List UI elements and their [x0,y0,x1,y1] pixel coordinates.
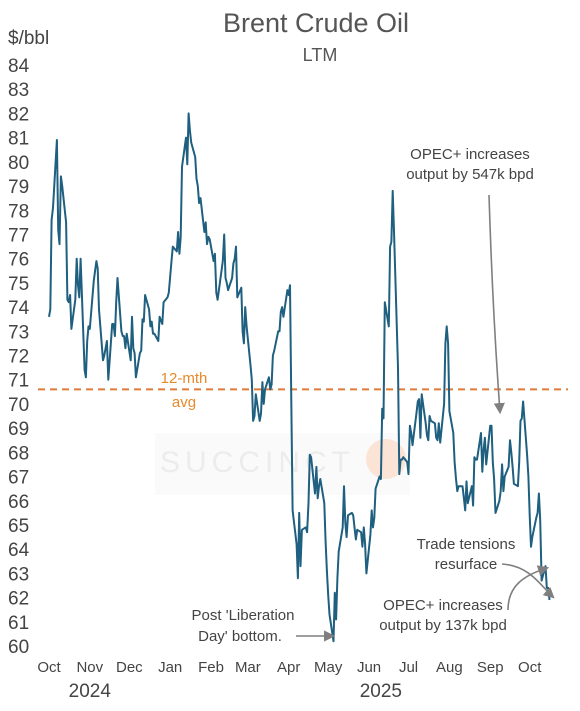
y-tick-60: 60 [8,637,29,658]
x-tick-aug-10: Aug [436,659,463,676]
y-tick-65: 65 [8,516,29,537]
y-tick-64: 64 [8,540,30,561]
annotation-opec-547k-arrow [488,194,505,415]
avg-label-line1: 12-mth [161,370,208,387]
annotation-trade-tensions: Trade tensions resurface [417,536,555,599]
x-tick-mar-5: Mar [235,659,261,676]
x-tick-may-7: May [314,659,343,676]
y-tick-83: 83 [8,80,29,101]
y-tick-82: 82 [8,104,29,125]
annotation-trade-tensions-arrow [501,563,555,599]
annotation-liberation-day: Post 'Liberation Day' bottom. [192,607,336,645]
annotation-opec-547k-line1: OPEC+ increases [410,146,530,163]
y-axis-ticks: 60 61 62 63 64 65 66 67 68 69 70 71 72 73 74 75 76 77 78 79… [8,56,30,658]
annotation-liberation-day-line1: Post 'Liberation [192,607,295,624]
annotation-opec-547k: OPEC+ increases output by 547k bpd [406,146,534,415]
x-tick-jun-8: Jun [357,659,381,676]
x-year-2024: 2024 [69,681,112,702]
reference-line-group: 12-mth avg [38,370,568,411]
x-tick-jan-3: Jan [158,659,182,676]
y-tick-68: 68 [8,443,29,464]
y-tick-78: 78 [8,201,29,222]
x-axis-ticks: Oct Nov Dec Jan Feb Mar Apr May Jun Jul Aug Sep Oct [37,659,542,676]
y-tick-71: 71 [8,371,29,392]
chart-subtitle: LTM [303,45,338,65]
y-tick-61: 61 [8,613,29,634]
y-tick-67: 67 [8,468,29,489]
y-tick-69: 69 [8,419,29,440]
y-tick-81: 81 [8,129,29,150]
x-tick-apr-6: Apr [277,659,300,676]
annotation-opec-137k-arrow [507,565,550,611]
x-tick-sep-11: Sep [477,659,504,676]
y-tick-66: 66 [8,492,29,513]
x-year-2025: 2025 [360,681,402,702]
x-tick-dec-2: Dec [116,659,143,676]
chart-title: Brent Crude Oil [223,8,409,38]
y-tick-75: 75 [8,274,29,295]
avg-label-line2: avg [172,394,196,411]
y-tick-77: 77 [8,225,29,246]
y-tick-76: 76 [8,250,29,271]
watermark-logo-icon [366,439,406,479]
y-axis-unit: $/bbl [8,28,49,49]
y-tick-79: 79 [8,177,29,198]
annotation-opec-137k: OPEC+ increases output by 137k bpd [379,565,550,634]
x-tick-oct-12: Oct [518,659,542,676]
series-line-brent [48,112,551,643]
y-tick-73: 73 [8,322,29,343]
x-tick-nov-1: Nov [76,659,103,676]
watermark: SUCCINCT [155,433,410,495]
annotation-opec-137k-line1: OPEC+ increases [383,597,503,614]
x-tick-feb-4: Feb [198,659,224,676]
y-tick-62: 62 [8,589,29,610]
annotation-trade-tensions-line2: resurface [435,556,498,573]
y-tick-84: 84 [8,56,30,77]
annotation-trade-tensions-line1: Trade tensions [417,536,516,553]
x-tick-jul-9: Jul [399,659,418,676]
y-tick-72: 72 [8,347,29,368]
y-tick-63: 63 [8,564,29,585]
watermark-text: SUCCINCT [160,446,355,479]
y-tick-70: 70 [8,395,29,416]
annotation-liberation-day-line2: Day' bottom. [198,628,282,645]
annotation-opec-137k-line2: output by 137k bpd [379,617,507,634]
y-tick-80: 80 [8,153,29,174]
y-tick-74: 74 [8,298,30,319]
x-axis-years: 2024 2025 [69,681,402,702]
x-tick-oct-0: Oct [37,659,61,676]
annotation-opec-547k-line2: output by 547k bpd [406,166,534,183]
